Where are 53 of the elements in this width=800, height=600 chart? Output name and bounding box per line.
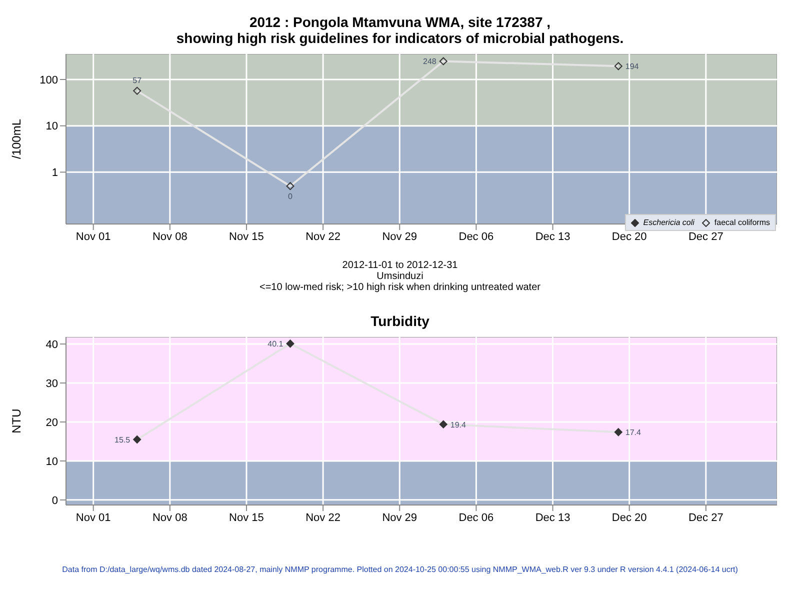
x-tick-label: Nov 08	[152, 230, 188, 243]
y-tick-label: 0	[52, 494, 58, 507]
text: <=10 low-med risk; >10 high risk when drinking untreated water	[258, 282, 542, 293]
x-tick-label: Nov 29	[382, 230, 418, 243]
x-tick-label: Nov 15	[229, 230, 264, 243]
point	[286, 340, 294, 348]
x-tick-label: Dec 27	[688, 230, 724, 243]
x-tick-label: Dec 06	[458, 512, 494, 524]
data-label: 194	[625, 62, 640, 72]
x-tick-label: Dec 13	[535, 230, 570, 243]
chart-title: Turbidity	[370, 313, 430, 329]
x-tick-label: Dec 13	[535, 512, 570, 524]
y-axis-title: NTU	[9, 408, 24, 434]
data-label: 40.1	[268, 340, 284, 349]
x-tick-label: Nov 29	[382, 512, 418, 524]
point	[439, 57, 448, 66]
point	[286, 182, 294, 190]
chart-subtitle: showing high risk guidelines for indicators of microbial pathogens.	[175, 30, 625, 46]
legend-label: Eschericia coli	[642, 218, 694, 227]
x-tick-label: Nov 22	[306, 512, 340, 524]
data-label: 248	[423, 57, 437, 66]
y-tick-label: 10	[46, 456, 58, 468]
text: Data from D:/data_large/wq/wms.db dated 2024-08-27, mainly NMMP programme. Plotted on 2024-10-25 00:00:55 using NMMP_WMA_web.R ver 9.3 under R version 4.4.1 (2024-06-14 ucrt)	[61, 565, 739, 574]
point	[614, 62, 622, 70]
y-tick-label: 30	[46, 378, 58, 390]
x-tick-label: Dec 27	[688, 512, 724, 524]
legend-label: faecal coliforms	[713, 218, 770, 227]
x-tick-label: Nov 01	[76, 512, 111, 524]
y-tick-label: 20	[46, 416, 58, 429]
y-axis-title: /100mL	[9, 118, 24, 160]
point	[133, 436, 142, 444]
point	[439, 420, 448, 428]
x-tick-label: Dec 06	[458, 230, 494, 243]
point	[133, 86, 142, 95]
x-tick-label: Nov 01	[76, 230, 111, 243]
y-tick-label: 40	[46, 338, 58, 351]
y-tick-label: 10	[46, 120, 58, 133]
y-tick-label: 100	[40, 74, 58, 86]
chart-title: 2012 : Pongola Mtamvuna WMA, site 172387 ,	[248, 14, 552, 30]
data-label: 19.4	[450, 420, 466, 430]
point	[614, 428, 622, 436]
x-tick-label: Nov 22	[306, 230, 340, 243]
data-label: 15.5	[114, 436, 131, 445]
x-tick-label: Nov 15	[229, 512, 264, 524]
text: 2012-11-01 to 2012-12-31	[341, 260, 459, 271]
data-label: 17.4	[625, 428, 642, 438]
data-label: 57	[132, 76, 142, 85]
text: Umsinduzi	[376, 271, 424, 282]
data-label: 0	[288, 192, 294, 202]
x-tick-label: Dec 20	[612, 512, 647, 524]
x-tick-label: Dec 20	[612, 230, 647, 243]
x-tick-label: Nov 08	[152, 512, 188, 524]
y-tick-label: 1	[52, 167, 58, 180]
